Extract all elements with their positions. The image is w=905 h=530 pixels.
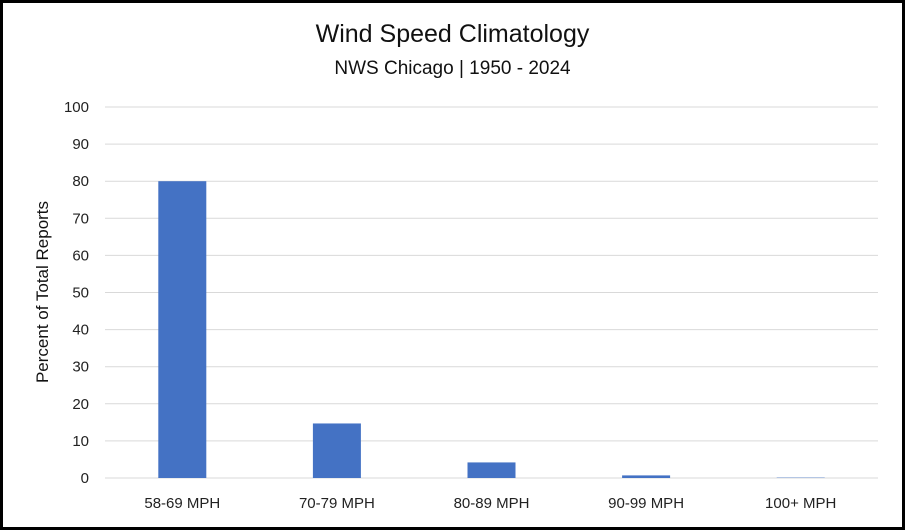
y-tick-label: 0 — [81, 470, 89, 487]
x-tick-label: 90-99 MPH — [608, 495, 684, 512]
x-tick-label: 80-89 MPH — [454, 495, 530, 512]
x-tick-label: 100+ MPH — [765, 495, 836, 512]
y-tick-label: 50 — [72, 285, 89, 302]
y-tick-label: 20 — [72, 396, 89, 413]
y-tick-label: 60 — [72, 247, 89, 264]
bar — [158, 181, 207, 478]
bar — [467, 462, 516, 478]
x-axis-ticks: 58-69 MPH 70-79 MPH 80-89 MPH 90-99 MPH 100+… — [144, 495, 836, 512]
chart-subtitle: NWS Chicago | 1950 - 2024 — [334, 58, 571, 79]
y-tick-label: 100 — [64, 99, 89, 116]
x-tick-label: 58-69 MPH — [144, 495, 220, 512]
y-tick-label: 90 — [72, 136, 89, 153]
y-axis-ticks: 0 10 20 30 40 50 60 70 80 90 100 — [64, 99, 89, 487]
bar — [622, 475, 671, 478]
bar — [312, 423, 361, 478]
y-tick-label: 70 — [72, 210, 89, 227]
gridlines — [105, 106, 878, 479]
chart-title: Wind Speed Climatology — [315, 20, 590, 48]
bars — [158, 181, 825, 478]
y-tick-label: 40 — [72, 322, 89, 339]
y-axis-label: Percent of Total Reports — [33, 201, 52, 383]
x-tick-label: 70-79 MPH — [299, 495, 375, 512]
y-tick-label: 30 — [72, 359, 89, 376]
y-tick-label: 80 — [72, 173, 89, 190]
y-tick-label: 10 — [72, 433, 89, 450]
